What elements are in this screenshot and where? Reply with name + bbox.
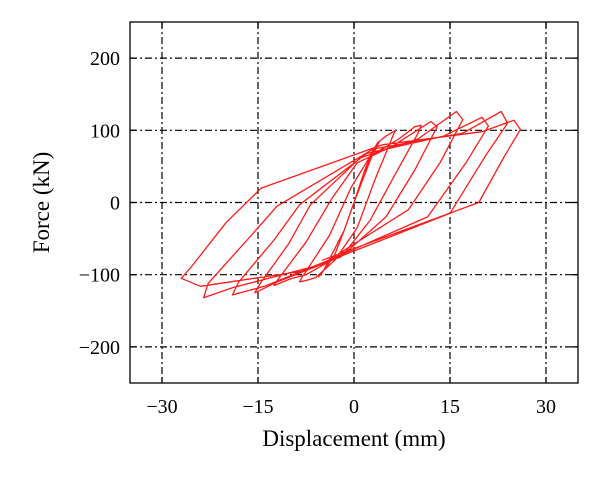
- hysteresis-curve: [180, 110, 522, 299]
- y-tick-label: 200: [90, 48, 120, 70]
- series-layer: [180, 110, 522, 299]
- y-tick-label: −200: [79, 337, 120, 359]
- tick-layer: −30 −15 0 15 30 −200 −100 0 100 200: [79, 22, 578, 418]
- x-tick-label: 15: [440, 396, 460, 418]
- y-tick-label: 0: [110, 193, 120, 215]
- y-tick-label: 100: [90, 120, 120, 142]
- y-tick-label: −100: [79, 265, 120, 287]
- x-tick-label: −30: [146, 396, 177, 418]
- x-tick-label: 30: [536, 396, 556, 418]
- x-tick-label: 0: [349, 396, 359, 418]
- x-axis-title: Displacement (mm): [262, 426, 445, 451]
- x-tick-label: −15: [242, 396, 273, 418]
- y-axis-title: Force (kN): [29, 152, 54, 254]
